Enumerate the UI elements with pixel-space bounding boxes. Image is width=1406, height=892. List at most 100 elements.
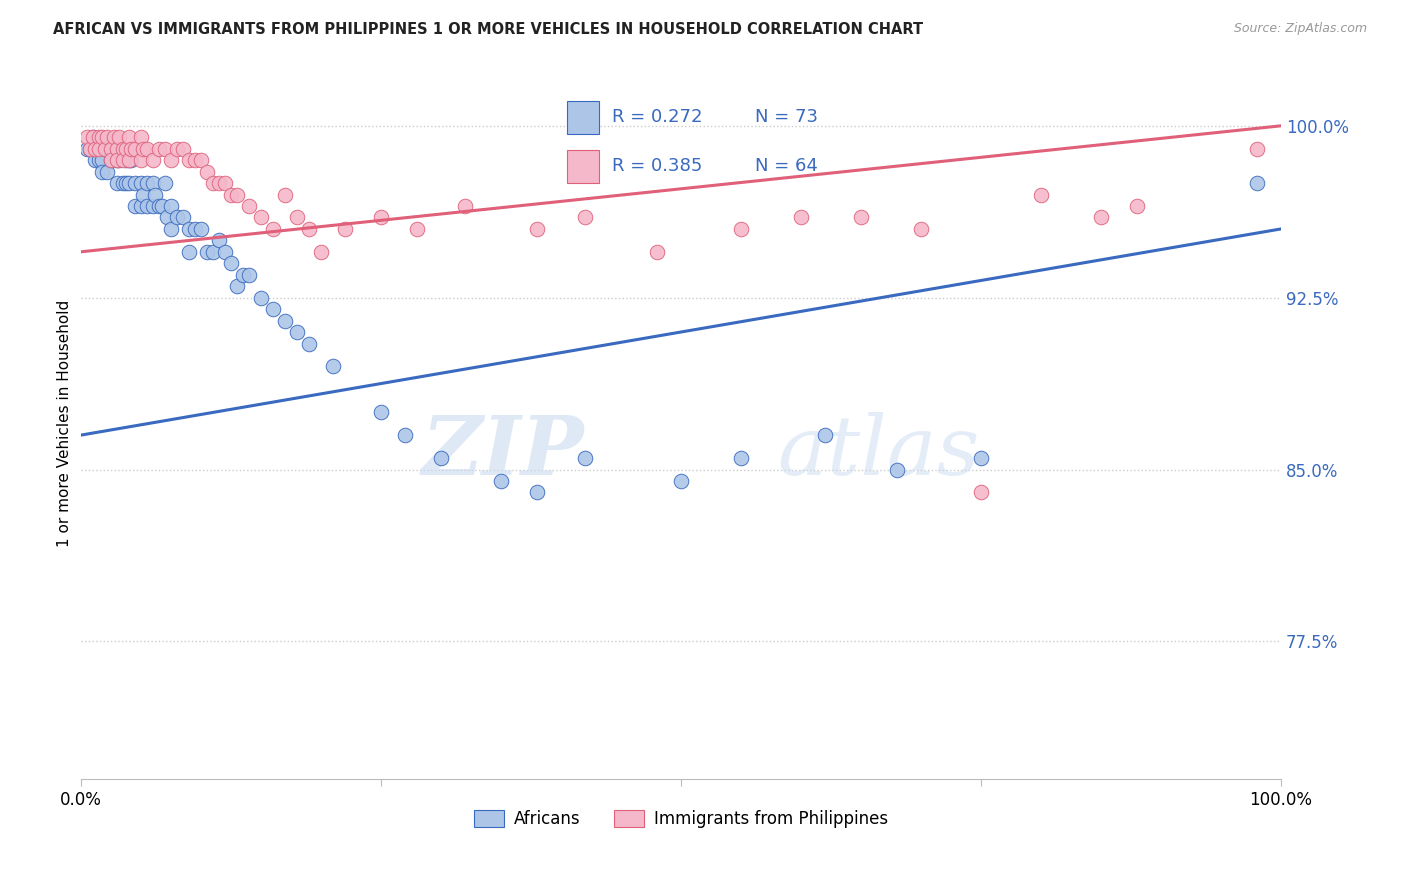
Point [886, 462, 908, 476]
Point [574, 211, 596, 225]
Point [273, 313, 295, 327]
Point [141, 153, 163, 168]
Point [84, 142, 107, 156]
Point [730, 222, 752, 236]
Point [489, 474, 512, 488]
Point [115, 153, 138, 168]
Point [172, 142, 194, 156]
Point [87, 142, 110, 156]
Point [96, 130, 118, 145]
Point [129, 199, 152, 213]
Point [91, 153, 114, 168]
Point [172, 211, 194, 225]
Point [1246, 142, 1268, 156]
Point [156, 211, 179, 225]
Point [79, 142, 101, 156]
Point [225, 187, 247, 202]
Point [150, 199, 173, 213]
Point [111, 176, 134, 190]
Point [219, 256, 242, 270]
Point [141, 176, 163, 190]
Point [143, 187, 166, 202]
Point [207, 176, 229, 190]
Point [669, 474, 692, 488]
Y-axis label: 1 or more Vehicles in Household: 1 or more Vehicles in Household [58, 300, 72, 548]
Point [84, 142, 107, 156]
Point [105, 176, 128, 190]
Point [195, 164, 218, 178]
Point [115, 142, 138, 156]
Point [103, 130, 125, 145]
Point [232, 268, 254, 282]
Point [117, 130, 139, 145]
Point [970, 485, 993, 500]
Point [1126, 199, 1149, 213]
Point [273, 187, 295, 202]
Point [79, 142, 101, 156]
Point [790, 211, 813, 225]
Text: atlas: atlas [776, 412, 979, 492]
Point [405, 222, 427, 236]
Point [111, 142, 134, 156]
Point [214, 176, 236, 190]
Point [1029, 187, 1052, 202]
Point [429, 451, 451, 466]
Point [166, 142, 188, 156]
Point [117, 176, 139, 190]
Point [333, 222, 356, 236]
Point [148, 142, 170, 156]
Point [76, 142, 98, 156]
Point [238, 199, 260, 213]
Point [214, 244, 236, 259]
Point [117, 153, 139, 168]
Point [201, 176, 224, 190]
Point [103, 142, 125, 156]
Point [100, 153, 122, 168]
Point [93, 142, 115, 156]
Point [249, 291, 271, 305]
Point [190, 153, 212, 168]
Point [100, 142, 122, 156]
Point [190, 222, 212, 236]
Point [108, 153, 131, 168]
Point [177, 153, 200, 168]
Text: AFRICAN VS IMMIGRANTS FROM PHILIPPINES 1 OR MORE VEHICLES IN HOUSEHOLD CORRELATI: AFRICAN VS IMMIGRANTS FROM PHILIPPINES 1… [53, 22, 924, 37]
Point [100, 142, 122, 156]
Point [105, 153, 128, 168]
Point [76, 130, 98, 145]
Point [87, 130, 110, 145]
Point [132, 142, 155, 156]
Point [135, 199, 157, 213]
Point [1090, 211, 1112, 225]
Point [96, 164, 118, 178]
Point [115, 176, 138, 190]
Point [285, 211, 308, 225]
Point [82, 130, 104, 145]
Point [730, 451, 752, 466]
Point [574, 451, 596, 466]
Legend: Africans, Immigrants from Philippines: Africans, Immigrants from Philippines [467, 803, 894, 835]
Point [124, 142, 146, 156]
Point [129, 176, 152, 190]
Point [183, 153, 205, 168]
Text: Source: ZipAtlas.com: Source: ZipAtlas.com [1233, 22, 1367, 36]
Point [120, 153, 142, 168]
Point [297, 222, 319, 236]
Point [159, 153, 181, 168]
Point [526, 222, 548, 236]
Point [394, 428, 416, 442]
Point [153, 176, 176, 190]
Point [129, 130, 152, 145]
Point [177, 244, 200, 259]
Point [201, 244, 224, 259]
Point [159, 222, 181, 236]
Point [87, 142, 110, 156]
Point [91, 164, 114, 178]
Point [82, 130, 104, 145]
Point [166, 211, 188, 225]
Point [249, 211, 271, 225]
Point [645, 244, 668, 259]
Point [370, 211, 392, 225]
Point [814, 428, 837, 442]
Point [225, 279, 247, 293]
